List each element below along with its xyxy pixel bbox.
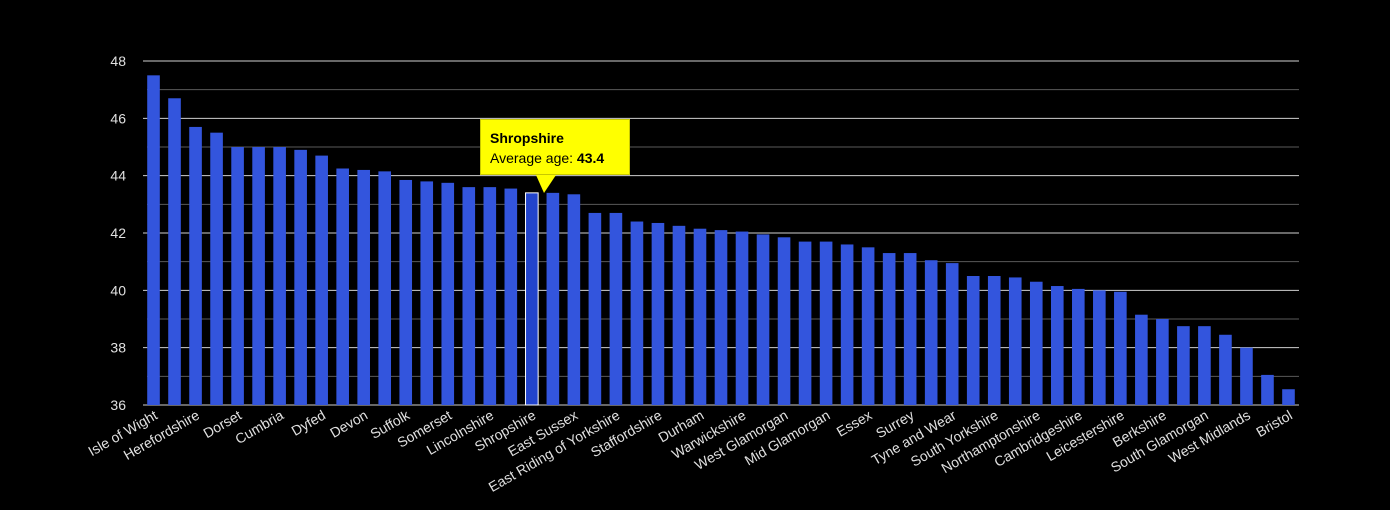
bar[interactable] [273,147,286,405]
bar[interactable] [441,182,455,405]
bar[interactable] [189,126,202,405]
bar[interactable] [924,260,938,405]
bar[interactable] [1177,326,1190,405]
bar[interactable] [504,188,518,405]
tooltip-title: Shropshire [490,130,564,146]
bar[interactable] [1198,326,1211,405]
bar[interactable] [714,230,728,405]
bar[interactable] [252,147,265,405]
bar[interactable] [546,192,560,405]
bar[interactable] [483,187,497,405]
y-axis-tick-labels: 36 38 40 42 44 46 48 [110,53,126,413]
bar[interactable] [1219,334,1232,405]
bar[interactable] [987,276,1001,405]
bar[interactable] [525,192,539,406]
bar[interactable] [378,171,392,405]
bar[interactable] [168,98,181,406]
bar[interactable] [693,228,707,405]
bar[interactable] [1261,374,1274,405]
x-tick-label: Essex [834,407,875,440]
bar[interactable] [399,179,413,405]
x-tick-label: Cumbria [232,407,286,447]
y-tick-label: 36 [110,397,126,413]
bar[interactable] [147,75,160,405]
y-tick-label: 44 [110,168,126,184]
bar[interactable] [1240,347,1253,405]
bar[interactable] [735,231,749,405]
bar[interactable] [462,187,476,405]
bar[interactable] [1072,288,1085,405]
bar[interactable] [630,221,644,405]
bar[interactable] [1135,314,1148,405]
bars [147,75,1295,406]
bar[interactable] [1029,281,1043,405]
bar[interactable] [420,181,434,405]
bar[interactable] [1114,291,1127,405]
bar[interactable] [966,276,980,405]
bar[interactable] [1050,286,1064,405]
bar[interactable] [588,212,602,405]
bar[interactable] [798,241,812,405]
y-tick-label: 48 [110,53,126,69]
bar[interactable] [1156,319,1169,405]
bar[interactable] [903,253,917,405]
tooltip-body: Average age: 43.4 [490,148,620,168]
bar[interactable] [357,169,370,405]
bar[interactable] [651,222,665,405]
y-tick-label: 40 [110,282,126,298]
bar[interactable] [315,155,328,405]
bar[interactable] [609,212,623,405]
bar[interactable] [294,149,307,405]
bar[interactable] [1282,389,1295,405]
tooltip-value: 43.4 [576,150,605,166]
bar[interactable] [672,225,686,405]
tooltip: Shropshire Average age: 43.4 [480,119,630,175]
bar[interactable] [567,194,581,405]
bar[interactable] [777,237,791,405]
y-tick-label: 42 [110,225,126,241]
x-tick-label: Devon [327,407,370,441]
x-tick-label: Bristol [1253,407,1295,440]
bar[interactable] [840,244,854,405]
bar[interactable] [945,263,959,405]
tooltip-label: Average age: [490,150,577,166]
y-tick-label: 46 [110,110,126,126]
bar[interactable] [210,132,223,405]
bar[interactable] [861,247,875,405]
bar[interactable] [1093,290,1106,405]
bar[interactable] [882,253,896,405]
y-tick-label: 38 [110,340,126,356]
bar[interactable] [336,168,349,406]
tooltip-pointer [536,175,556,193]
bar[interactable] [1008,277,1022,405]
bar[interactable] [756,234,770,405]
bar[interactable] [819,241,833,405]
bar[interactable] [231,147,244,405]
x-tick-label: Dyfed [288,407,328,439]
